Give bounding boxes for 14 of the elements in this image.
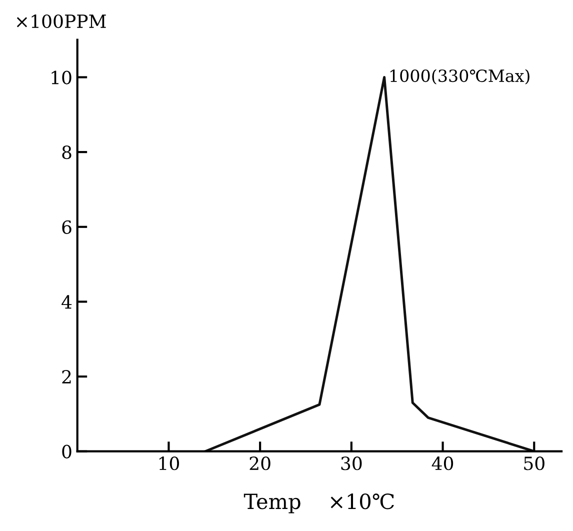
x-tick-label: 20 — [250, 456, 270, 470]
x-tick-label: 30 — [341, 456, 362, 470]
x-tick-label: 10 — [159, 456, 179, 470]
y-axis-title: ×100PPM — [16, 14, 106, 28]
y-tick-label: 8 — [62, 146, 72, 160]
y-tick-label: 10 — [52, 70, 72, 84]
annotation: 1000(330℃Max) — [390, 69, 530, 84]
x-tick-label: 50 — [524, 456, 544, 470]
y-tick-label: 0 — [62, 444, 72, 458]
y-tick-label: 2 — [62, 370, 71, 384]
y-tick-label: 4 — [62, 295, 72, 309]
x-tick-label: 40 — [432, 456, 454, 470]
x-axis-title: Temp ×10℃ — [244, 494, 394, 514]
y-tick-label: 6 — [62, 220, 72, 234]
